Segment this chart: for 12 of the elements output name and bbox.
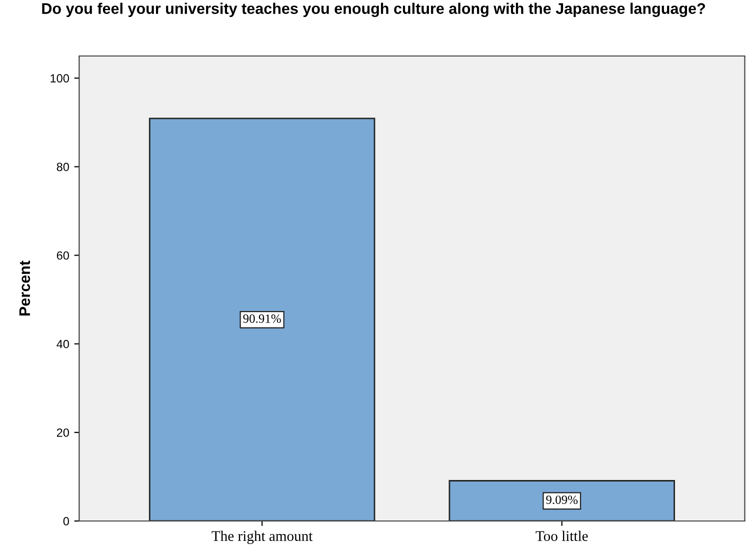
x-tick-label: The right amount: [212, 530, 313, 544]
x-tick-label: Too little: [536, 530, 588, 541]
y-tick-label: 100: [50, 74, 69, 83]
y-tick-label: 80: [56, 162, 69, 172]
y-tick-label: 0: [63, 517, 69, 526]
y-axis-title: Percent: [19, 260, 30, 316]
y-tick-label: 60: [56, 251, 69, 260]
data-label: 9.09%: [546, 496, 578, 504]
data-label: 90.91%: [243, 314, 281, 323]
chart-title: Do you feel your university teaches you enough culture along with the Japanese language?: [42, 2, 706, 18]
y-tick-label: 40: [56, 340, 69, 348]
y-tick-label: 20: [56, 428, 69, 437]
